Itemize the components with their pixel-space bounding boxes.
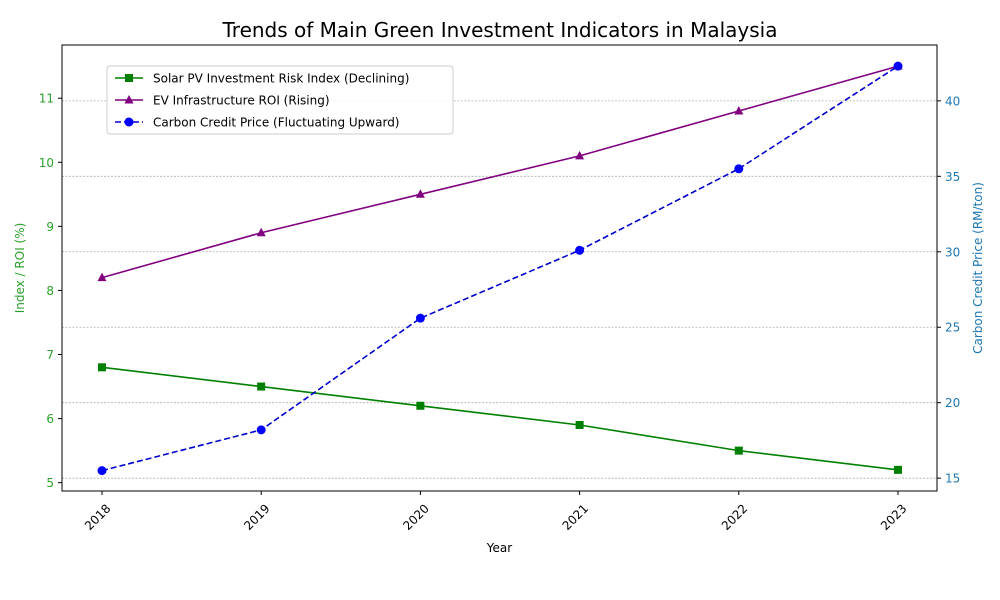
data-point bbox=[256, 227, 266, 237]
y-tick-label-left: 6 bbox=[46, 412, 54, 426]
series-line bbox=[101, 65, 899, 472]
y-tick-label-right: 40 bbox=[945, 94, 960, 108]
y-tick-label-right: 35 bbox=[945, 170, 960, 184]
data-point bbox=[97, 272, 107, 282]
y-tick-label-right: 15 bbox=[945, 472, 960, 486]
y-tick-label-right: 25 bbox=[945, 321, 960, 335]
series-line bbox=[101, 65, 899, 279]
legend-box bbox=[106, 65, 454, 135]
series-3 bbox=[97, 61, 903, 476]
data-point bbox=[734, 106, 744, 115]
legend-marker bbox=[124, 95, 134, 104]
data-point bbox=[416, 401, 425, 410]
y-tick-label-left: 10 bbox=[39, 156, 54, 170]
data-point bbox=[894, 465, 902, 474]
data-point bbox=[415, 189, 425, 198]
y-axis-label-left: Index / ROI (%) bbox=[13, 223, 27, 314]
y-axis-label-right: Carbon Credit Price (RM/ton) bbox=[971, 182, 985, 354]
data-point bbox=[98, 363, 106, 372]
legend-label: EV Infrastructure ROI (Rising) bbox=[153, 94, 330, 108]
series-layer bbox=[97, 61, 903, 476]
legend-label: Solar PV Investment Risk Index (Declinin… bbox=[153, 72, 409, 86]
data-point bbox=[893, 61, 903, 71]
y-tick-label-left: 9 bbox=[46, 220, 54, 234]
data-point bbox=[257, 382, 266, 391]
gridlines bbox=[62, 100, 937, 479]
data-point bbox=[415, 313, 425, 323]
plot-frame bbox=[61, 44, 938, 492]
y-tick-label-left: 8 bbox=[46, 284, 54, 298]
y-tick-label-left: 5 bbox=[46, 476, 54, 490]
legend-marker bbox=[125, 74, 133, 82]
data-point bbox=[734, 446, 743, 455]
data-point bbox=[256, 425, 266, 435]
series-1 bbox=[98, 363, 902, 474]
y-tick-label-right: 30 bbox=[945, 245, 960, 259]
data-point bbox=[575, 150, 585, 160]
y-axis-left: 5 6 7 8 9 10 11 bbox=[39, 92, 62, 490]
series-line bbox=[101, 366, 899, 471]
legend-label: Carbon Credit Price (Fluctuating Upward) bbox=[153, 116, 400, 130]
data-point bbox=[575, 245, 585, 255]
legend: Solar PV Investment Risk Index (Declinin… bbox=[106, 65, 454, 135]
data-point bbox=[97, 466, 107, 476]
data-point bbox=[575, 420, 584, 429]
y-tick-label-right: 20 bbox=[945, 396, 960, 410]
y-tick-label-left: 7 bbox=[46, 348, 54, 362]
y-axis-right: 15 20 25 30 35 40 bbox=[937, 94, 960, 486]
data-point bbox=[734, 164, 744, 174]
chart-title: Trends of Main Green Investment Indicato… bbox=[222, 18, 778, 42]
legend-marker bbox=[124, 117, 134, 127]
y-tick-label-left: 11 bbox=[39, 92, 54, 106]
x-axis-label: Year bbox=[486, 541, 512, 555]
